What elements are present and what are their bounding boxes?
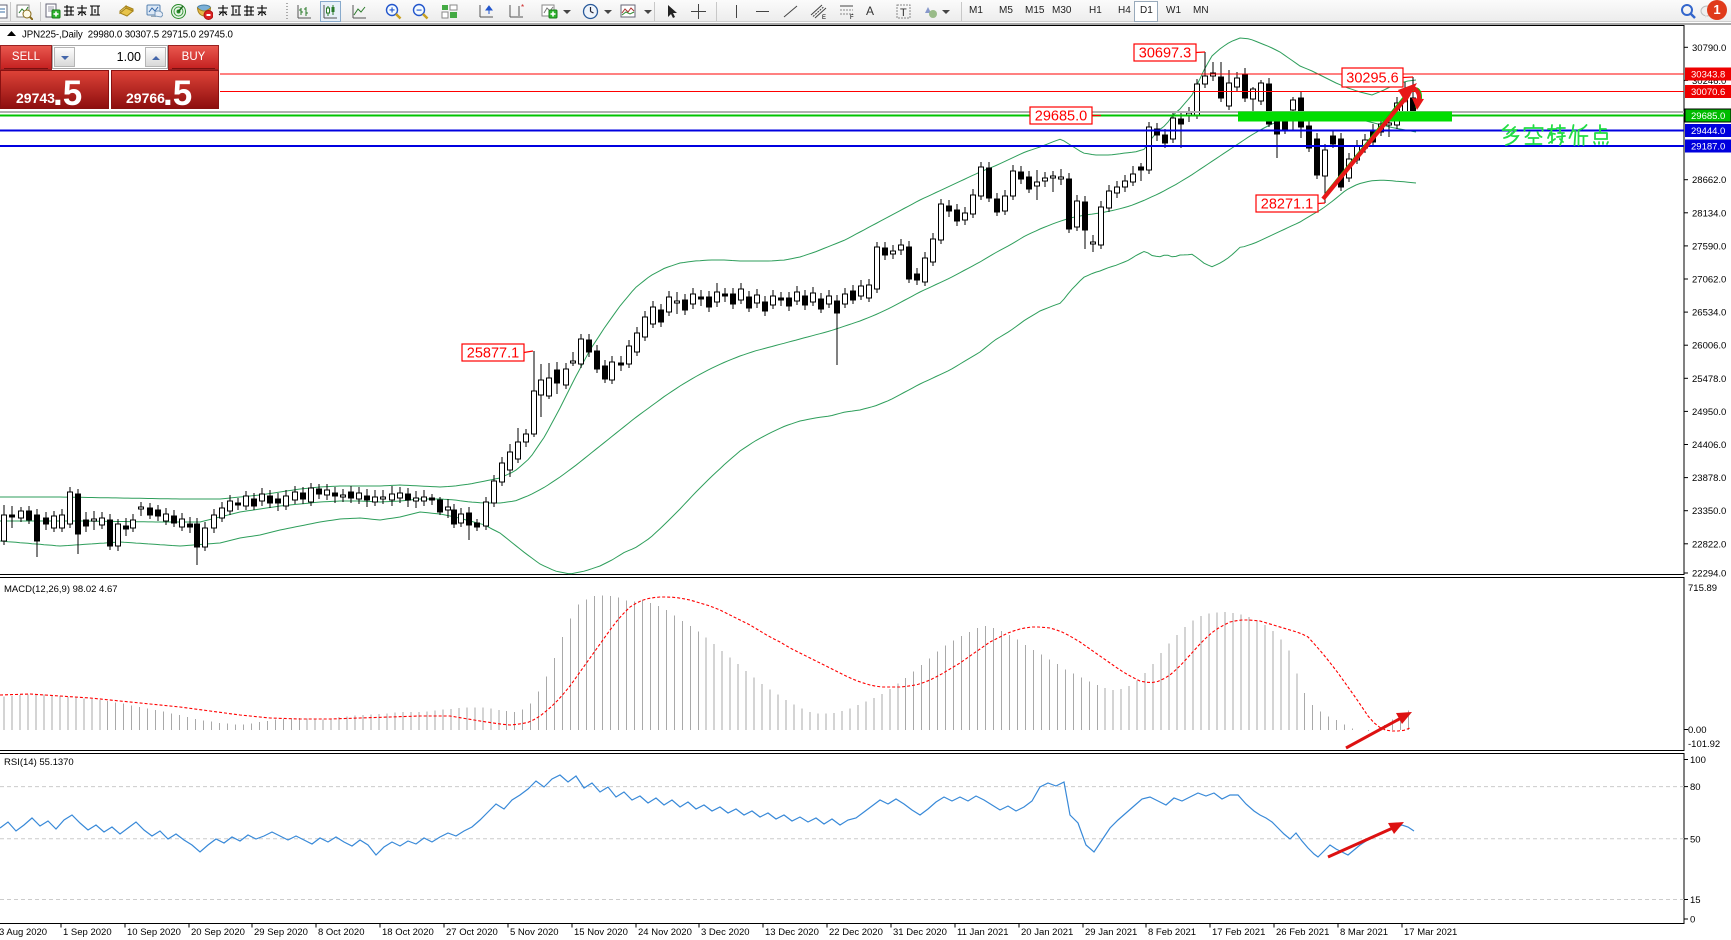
- svg-text:28271.1: 28271.1: [1261, 197, 1313, 213]
- svg-text:24406.0: 24406.0: [1692, 440, 1726, 451]
- svg-text:23878.0: 23878.0: [1692, 473, 1726, 484]
- svg-text:27 Oct 2020: 27 Oct 2020: [446, 927, 498, 938]
- svg-text:3 Dec 2020: 3 Dec 2020: [701, 927, 750, 938]
- svg-text:-101.92: -101.92: [1688, 739, 1720, 750]
- svg-text:1 Sep 2020: 1 Sep 2020: [63, 927, 112, 938]
- svg-text:18 Oct 2020: 18 Oct 2020: [382, 927, 434, 938]
- svg-text:20 Sep 2020: 20 Sep 2020: [191, 927, 245, 938]
- svg-text:27062.0: 27062.0: [1692, 275, 1726, 286]
- svg-text:30246.0: 30246.0: [1692, 76, 1726, 87]
- svg-text:MACD(12,26,9) 98.02 4.67: MACD(12,26,9) 98.02 4.67: [4, 584, 118, 595]
- svg-text:26 Feb 2021: 26 Feb 2021: [1276, 927, 1329, 938]
- svg-text:8 Oct 2020: 8 Oct 2020: [318, 927, 364, 938]
- svg-text:25478.0: 25478.0: [1692, 374, 1726, 385]
- svg-text:5 Nov 2020: 5 Nov 2020: [510, 927, 559, 938]
- svg-text:15: 15: [1690, 895, 1701, 906]
- svg-text:29 Jan 2021: 29 Jan 2021: [1085, 927, 1137, 938]
- svg-text:29685.0: 29685.0: [1691, 111, 1725, 122]
- svg-text:28134.0: 28134.0: [1692, 208, 1726, 219]
- svg-text:23350.0: 23350.0: [1692, 506, 1726, 517]
- svg-text:+: +: [389, 6, 395, 17]
- svg-text:T: T: [900, 7, 907, 19]
- svg-text:29 Sep 2020: 29 Sep 2020: [254, 927, 308, 938]
- svg-text:F: F: [850, 15, 854, 20]
- svg-text:29685.0: 29685.0: [1035, 109, 1087, 125]
- svg-text:0: 0: [1690, 915, 1695, 926]
- svg-text:26006.0: 26006.0: [1692, 341, 1726, 352]
- svg-text:JPN225-,Daily 29980.0 30307.5: JPN225-,Daily 29980.0 30307.5 29715.0 29…: [22, 30, 234, 41]
- svg-text:22822.0: 22822.0: [1692, 539, 1726, 550]
- svg-text:24 Nov 2020: 24 Nov 2020: [638, 927, 692, 938]
- svg-text:30697.3: 30697.3: [1139, 46, 1191, 62]
- svg-text:10 Sep 2020: 10 Sep 2020: [127, 927, 181, 938]
- svg-text:25877.1: 25877.1: [467, 346, 519, 362]
- svg-text:30790.0: 30790.0: [1692, 43, 1726, 54]
- svg-text:−: −: [416, 6, 422, 17]
- svg-text:26534.0: 26534.0: [1692, 308, 1726, 319]
- svg-text:22 Dec 2020: 22 Dec 2020: [829, 927, 883, 938]
- svg-text:30343.8: 30343.8: [1691, 70, 1725, 81]
- svg-text:30070.6: 30070.6: [1691, 87, 1725, 98]
- svg-text:20 Jan 2021: 20 Jan 2021: [1021, 927, 1073, 938]
- svg-text:27590.0: 27590.0: [1692, 241, 1726, 252]
- svg-text:8 Mar 2021: 8 Mar 2021: [1340, 927, 1388, 938]
- svg-text:11 Jan 2021: 11 Jan 2021: [957, 927, 1009, 938]
- svg-text:30295.6: 30295.6: [1346, 71, 1398, 87]
- svg-text:8 Feb 2021: 8 Feb 2021: [1148, 927, 1196, 938]
- svg-text:3 Aug 2020: 3 Aug 2020: [0, 927, 47, 938]
- svg-text:29444.0: 29444.0: [1691, 126, 1725, 137]
- svg-text:22294.0: 22294.0: [1692, 569, 1726, 580]
- svg-text:715.89: 715.89: [1688, 583, 1717, 594]
- svg-text:17 Feb 2021: 17 Feb 2021: [1212, 927, 1265, 938]
- svg-text:28662.0: 28662.0: [1692, 175, 1726, 186]
- svg-text:RSI(14) 55.1370: RSI(14) 55.1370: [4, 757, 74, 768]
- svg-text:80: 80: [1690, 782, 1701, 793]
- svg-text:17 Mar 2021: 17 Mar 2021: [1404, 927, 1457, 938]
- svg-text:24950.0: 24950.0: [1692, 407, 1726, 418]
- svg-text:15 Nov 2020: 15 Nov 2020: [574, 927, 628, 938]
- svg-text:31 Dec 2020: 31 Dec 2020: [893, 927, 947, 938]
- svg-text:100: 100: [1690, 755, 1706, 766]
- svg-text:50: 50: [1690, 834, 1701, 845]
- svg-text:13 Dec 2020: 13 Dec 2020: [765, 927, 819, 938]
- svg-text:*: *: [521, 3, 524, 12]
- svg-text:E: E: [822, 15, 826, 20]
- svg-text:0.00: 0.00: [1688, 725, 1707, 736]
- svg-text:29187.0: 29187.0: [1691, 142, 1725, 153]
